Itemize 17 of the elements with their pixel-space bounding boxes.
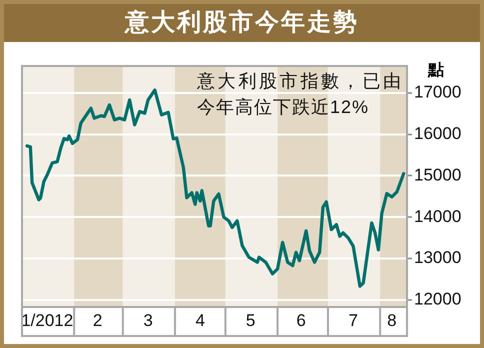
y-tick-label: 17000	[414, 82, 462, 102]
chart-title: 意大利股市今年走勢	[4, 4, 480, 42]
annotation: 意大利股市指數，已由今年高位下跌近12%	[197, 70, 402, 119]
y-tick-label: 13000	[414, 248, 462, 268]
x-tick-label: 5	[246, 310, 256, 330]
x-tick-label: 1/2012	[21, 310, 74, 330]
x-tick-label: 3	[143, 310, 153, 330]
y-tick-label: 12000	[414, 290, 462, 309]
y-tick-label: 14000	[414, 206, 462, 226]
x-tick-label: 7	[348, 310, 358, 330]
x-tick-label: 8	[387, 310, 397, 330]
x-tick-label: 2	[92, 310, 102, 330]
x-tick-label: 4	[195, 310, 205, 330]
y-tick-label: 16000	[414, 124, 462, 144]
y-tick-label: 15000	[414, 165, 462, 184]
x-tick-label: 6	[296, 310, 306, 330]
y-axis-title: 點	[428, 60, 444, 81]
